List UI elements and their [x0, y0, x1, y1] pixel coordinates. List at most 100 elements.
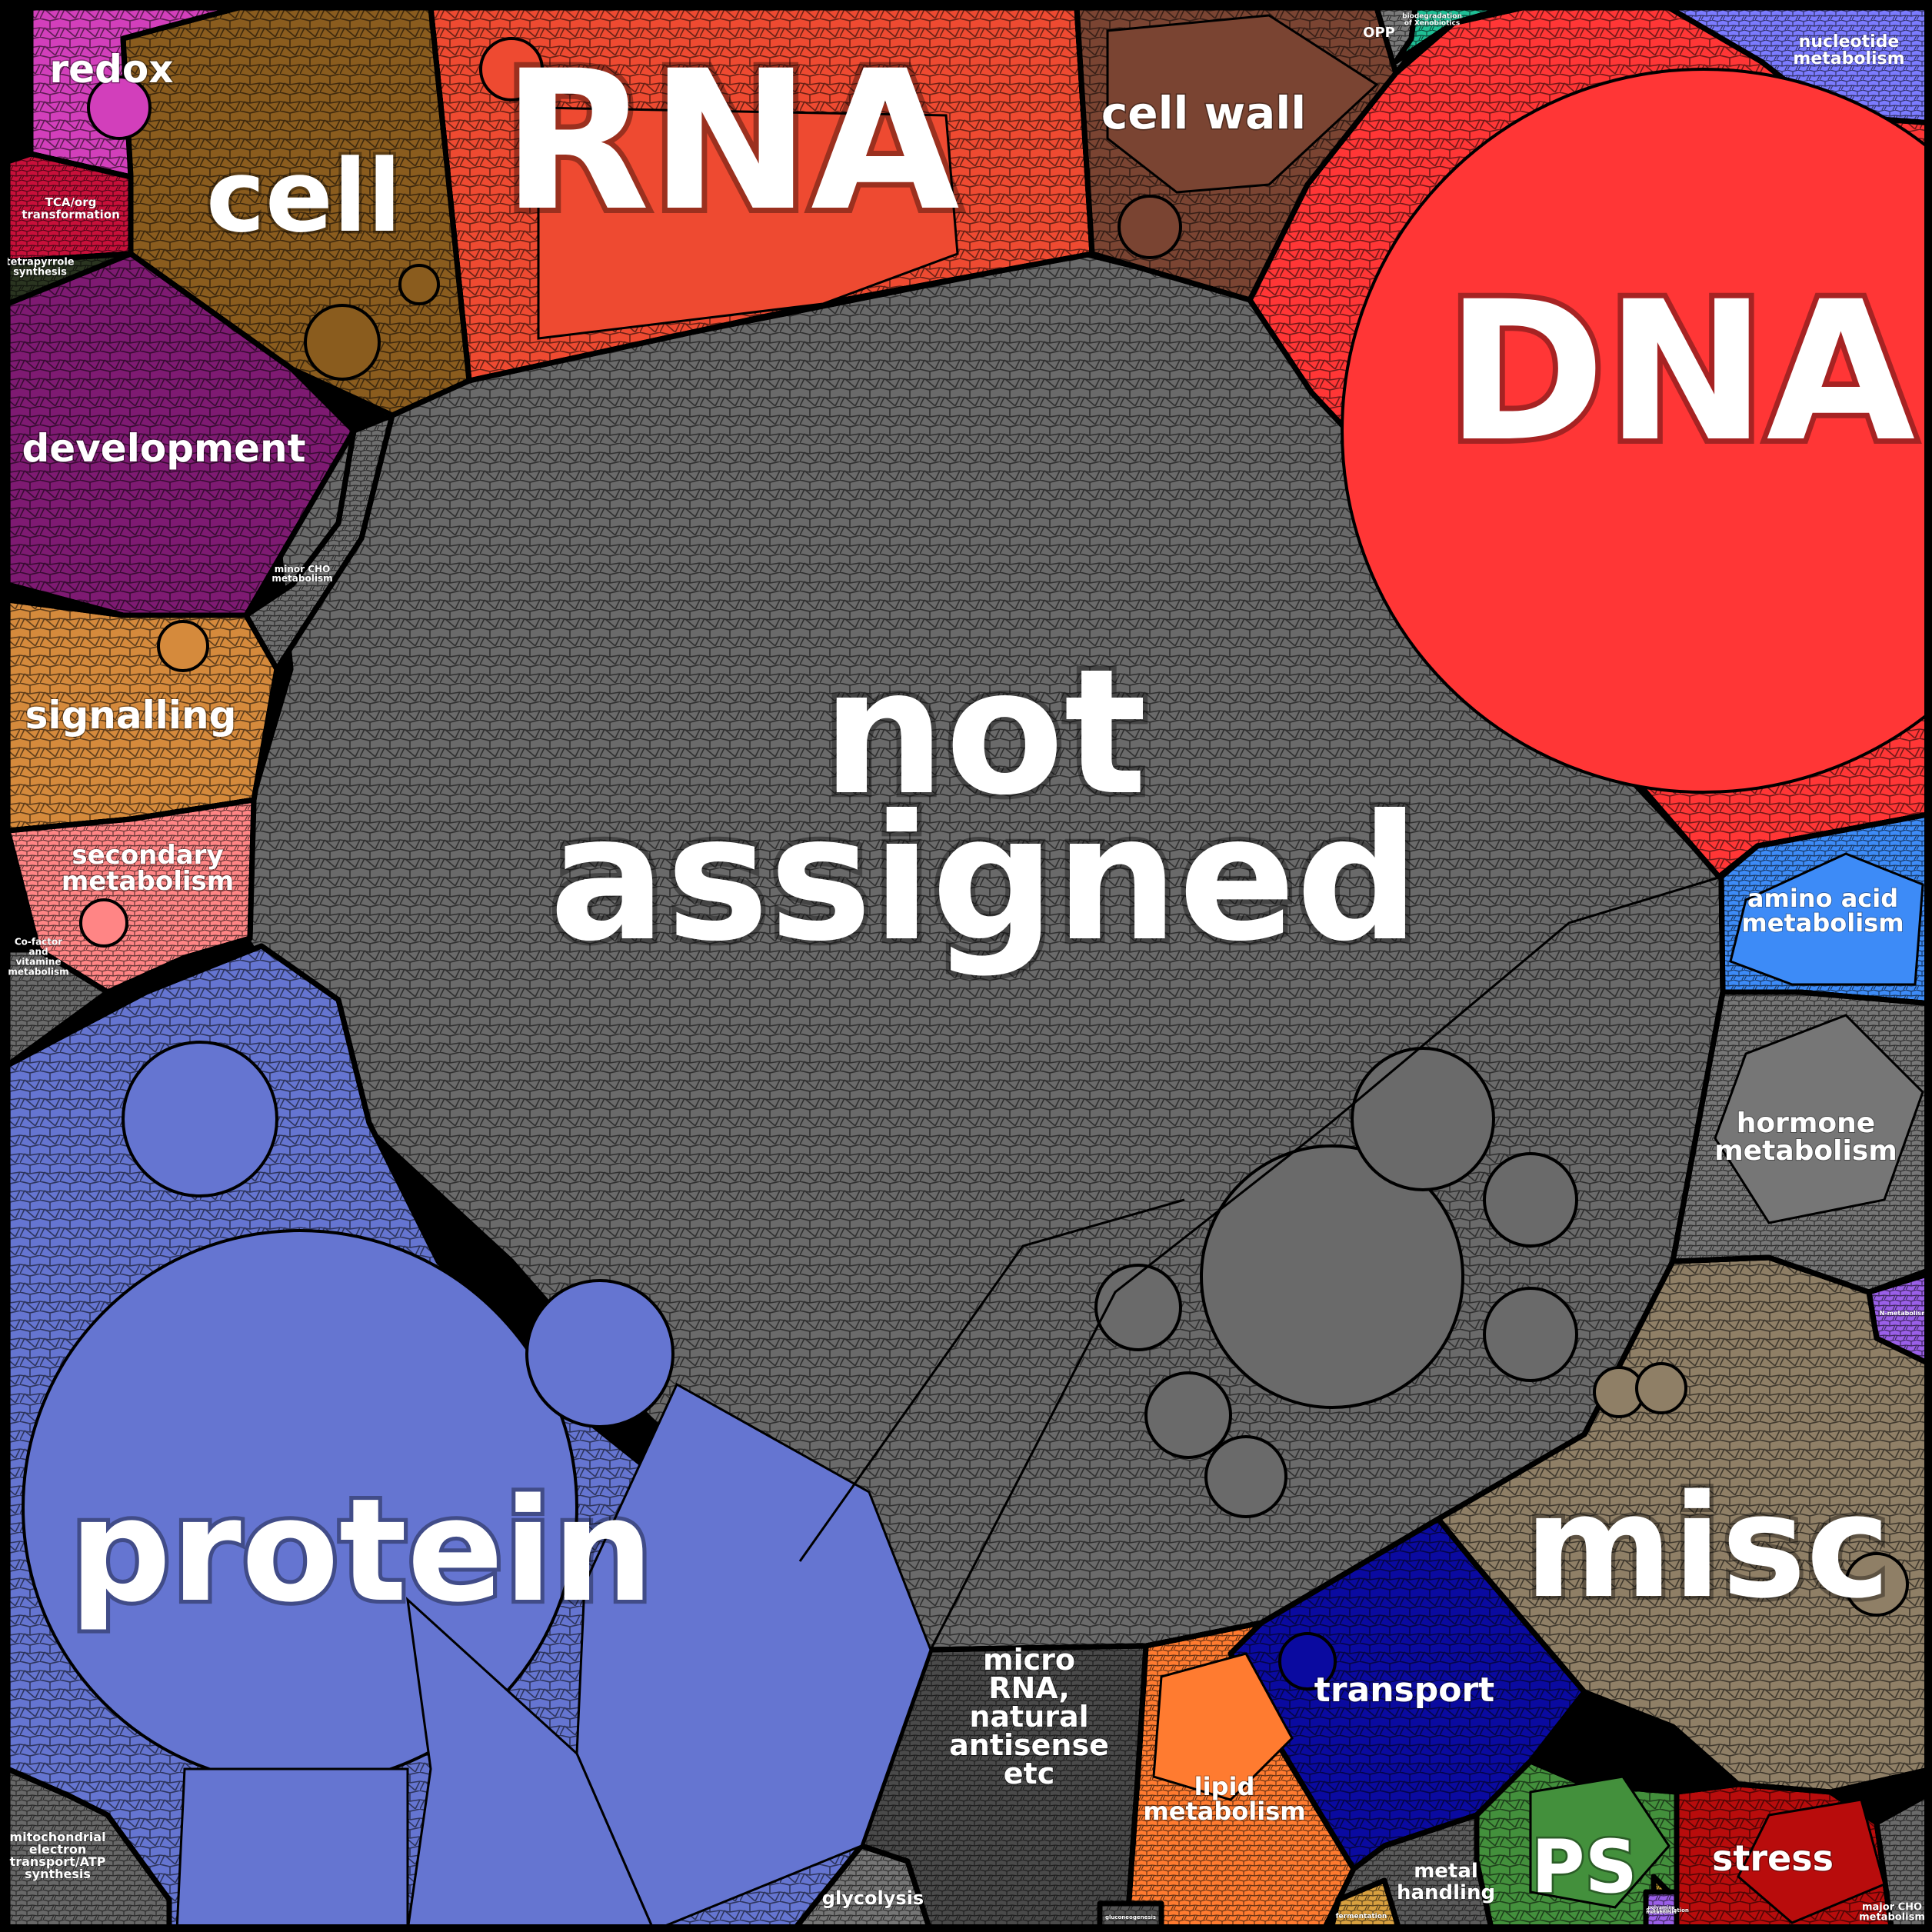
- facet-cell-wall: [1106, 14, 1379, 194]
- region-polyamine: [1643, 1889, 1680, 1932]
- label-opp: OPP: [1363, 25, 1395, 41]
- label-hormone-metabolism: hormone metabolism: [1714, 1108, 1897, 1167]
- subcell-cell: [304, 304, 381, 381]
- region-cell: [120, 5, 472, 418]
- region-signalling: [5, 597, 280, 834]
- label-line-glycolysis: glycolysis: [822, 1887, 924, 1909]
- label-line-ps: PS: [1531, 1825, 1637, 1910]
- label-n-metabolism: N-metabolism: [1880, 1310, 1928, 1317]
- region-tetrapyrrole: [5, 251, 134, 307]
- cell-texture-glycolysis: [792, 1846, 931, 1932]
- cell-texture-signalling: [8, 600, 277, 831]
- label-micro-rna: micro RNA, natural antisense etc: [949, 1643, 1109, 1790]
- region-n-metabolism: [1866, 1270, 1932, 1368]
- cell-texture-development: [8, 254, 354, 615]
- label-cell-wall: cell wall: [1101, 87, 1306, 139]
- label-line-misc: misc: [1524, 1464, 1890, 1630]
- label-ps: PS: [1531, 1825, 1637, 1910]
- label-line-mitochondrial-transport: transport/ATP: [10, 1854, 106, 1869]
- label-line-mitochondrial-transport: electron: [29, 1842, 87, 1857]
- label-line-dna: DNA: [1446, 260, 1915, 484]
- subdivision-line: [798, 1198, 1185, 1562]
- label-line-polyamine: metabolism: [1646, 1910, 1677, 1915]
- label-line-tca: transformation: [22, 208, 120, 222]
- label-minor-cho: minor CHO metabolism: [271, 564, 332, 584]
- subcell-redox: [87, 75, 152, 140]
- label-cofactor: Co-factor and vitamine metabolism: [8, 937, 68, 978]
- region-cofactor: [5, 947, 111, 1068]
- cell-texture-transport: [1231, 1519, 1584, 1869]
- label-line-not-assigned: not: [822, 632, 1147, 834]
- label-development: development: [22, 426, 306, 471]
- subcell-not-assigned: [1144, 1371, 1232, 1459]
- cell-texture-mitochondrial-transport: [8, 1769, 169, 1932]
- cell-texture-minor-cho: [246, 415, 392, 669]
- label-line-micro-rna: RNA,: [988, 1671, 1070, 1705]
- region-fermentation: [1327, 1877, 1403, 1932]
- label-line-cofactor: metabolism: [8, 967, 68, 978]
- label-mitochondrial-transport: mitochondrial electron transport/ATP synthe…: [9, 1830, 105, 1881]
- subcell-secondary-metabolism: [79, 898, 128, 948]
- label-s-assimilation: S-assimilation: [1646, 1907, 1689, 1914]
- label-line-lipid-metabolism: metabolism: [1143, 1797, 1305, 1826]
- label-line-biodegradation: biodegradation: [1402, 13, 1462, 21]
- facet-protein: [175, 1767, 409, 1932]
- label-not-assigned: not assigned: [549, 632, 1420, 980]
- label-line-gluconeogenesis: gluconeogenesis: [1105, 1914, 1156, 1920]
- label-line-amino-acid-metabolism: amino acid: [1747, 884, 1898, 913]
- label-line-cofactor: and: [28, 947, 48, 958]
- label-nucleotide-metabolism: nucleotide metabolism: [1793, 32, 1904, 68]
- subcell-not-assigned: [1204, 1435, 1287, 1518]
- label-line-major-cho: major CHO: [1862, 1902, 1922, 1914]
- label-line-signalling: signalling: [25, 693, 237, 738]
- region-secondary-metabolism: [5, 797, 257, 995]
- label-line-micro-rna: micro: [983, 1643, 1075, 1677]
- label-tca: TCA/org transformation: [22, 195, 120, 222]
- subcell-cell-wall: [1118, 195, 1182, 259]
- subcell-dna: [1341, 68, 1932, 794]
- subcell-not-assigned: [1483, 1287, 1578, 1382]
- cell-texture-cell: [123, 8, 469, 415]
- facet-amino-acid-metabolism: [1729, 852, 1924, 986]
- label-line-tca: TCA/org: [45, 195, 97, 209]
- label-redox: redox: [50, 47, 174, 92]
- label-line-cell: cell: [206, 138, 401, 255]
- label-line-protein: protein: [69, 1467, 654, 1634]
- label-line-tetrapyrrole: tetrapyrrole: [5, 257, 74, 268]
- region-development: [5, 251, 357, 618]
- cell-texture-polyamine: [1646, 1892, 1677, 1932]
- label-line-cofactor: vitamine: [15, 957, 61, 968]
- cell-texture-micro-rna: [834, 1646, 1146, 1932]
- label-glycolysis: glycolysis: [822, 1887, 924, 1909]
- label-line-cell-wall: cell wall: [1101, 87, 1306, 139]
- label-line-transport: transport: [1314, 1671, 1494, 1710]
- subcell-cell: [398, 264, 440, 305]
- label-line-mitochondrial-transport: synthesis: [25, 1867, 91, 1881]
- label-line-nucleotide-metabolism: metabolism: [1793, 49, 1904, 68]
- subcell-rna: [479, 37, 544, 102]
- facet-lipid-metabolism: [1152, 1652, 1294, 1801]
- facet-stress: [1737, 1798, 1886, 1924]
- subcell-not-assigned: [1483, 1152, 1578, 1247]
- label-line-minor-cho: metabolism: [271, 573, 332, 584]
- label-line-fermentation: fermentation: [1336, 1913, 1387, 1920]
- label-fermentation: fermentation: [1336, 1913, 1387, 1920]
- region-transport: [1227, 1516, 1587, 1872]
- label-secondary-metabolism: secondary metabolism: [62, 840, 234, 897]
- subcell-signalling: [157, 620, 209, 672]
- cell-texture-fermentation: [1331, 1880, 1400, 1932]
- subcell-not-assigned: [1094, 1264, 1182, 1351]
- facet-protein: [575, 1382, 932, 1932]
- label-rna: RNA: [501, 29, 959, 253]
- label-dna: DNA: [1446, 260, 1915, 484]
- label-line-not-assigned: assigned: [549, 778, 1420, 980]
- label-line-metal-handling: metal: [1414, 1860, 1478, 1883]
- subdivision-line: [929, 875, 1722, 1651]
- label-biodegradation: biodegradation of Xenobiotics: [1402, 13, 1462, 28]
- label-line-minor-cho: minor CHO: [275, 564, 331, 575]
- cell-texture-secondary-metabolism: [8, 800, 254, 992]
- label-major-cho: major CHO metabolism: [1859, 1902, 1925, 1924]
- subcell-protein: [122, 1041, 278, 1198]
